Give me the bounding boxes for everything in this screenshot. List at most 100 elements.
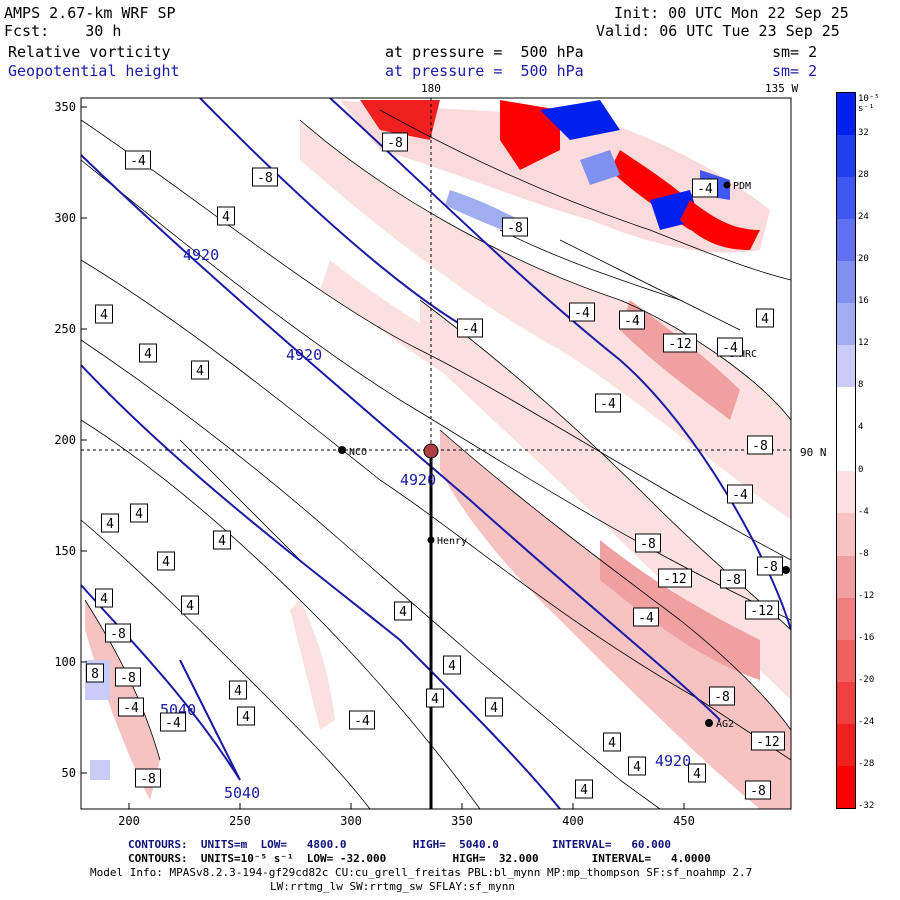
svg-text:-4: -4 <box>354 714 370 729</box>
svg-text:-4: -4 <box>732 488 748 503</box>
vorticity-label: -8 <box>105 623 131 643</box>
svg-text:-4: -4 <box>697 182 713 197</box>
svg-text:-4: -4 <box>638 611 654 626</box>
colorbar-label: 20 <box>858 254 869 265</box>
station-label: PDM <box>733 181 751 192</box>
init-time: Init: 00 UTC Mon 22 Sep 25 <box>614 4 849 22</box>
station-marker <box>423 443 439 459</box>
vorticity-label: 4 <box>139 343 157 363</box>
y-tick-label: 100 <box>54 655 76 669</box>
height-label: 4920 <box>286 346 322 364</box>
colorbar-segment <box>837 555 855 598</box>
colorbar-label: -28 <box>858 758 875 769</box>
svg-text:4: 4 <box>490 701 498 716</box>
vorticity-label: -8 <box>502 217 528 237</box>
field1-name: Relative vorticity <box>8 43 171 61</box>
colorbar-label: 28 <box>858 170 869 181</box>
svg-text:4: 4 <box>761 312 769 327</box>
vorticity-label: -4 <box>125 150 151 170</box>
colorbar-segment <box>837 345 855 388</box>
vorticity-label: 4 <box>756 308 774 328</box>
svg-text:4: 4 <box>399 605 407 620</box>
svg-text:4: 4 <box>222 210 230 225</box>
colorbar-segment <box>837 639 855 682</box>
svg-text:-8: -8 <box>640 537 656 552</box>
svg-text:-12: -12 <box>756 735 779 750</box>
vorticity-label: 4 <box>101 513 119 533</box>
svg-text:4: 4 <box>693 767 701 782</box>
colorbar-label: -32 <box>858 801 875 811</box>
colorbar-segment <box>837 513 855 556</box>
vorticity-label: -8 <box>757 556 783 576</box>
svg-text:-8: -8 <box>762 560 778 575</box>
colorbar-label: -24 <box>858 716 875 727</box>
vorticity-label: 4 <box>237 706 255 726</box>
x-tick-label: 400 <box>562 814 584 828</box>
svg-text:4: 4 <box>135 507 143 522</box>
colorbar-segment <box>837 177 855 220</box>
vorticity-label: 4 <box>575 779 593 799</box>
model-info: Model Info: MPASv8.2.3-194-gf29cd82c CU:… <box>90 866 753 879</box>
vorticity-labels: -4 -8 4 4 4 4 -8 -8 -4 -4 -4 4 -12 -4 -4 -8 -4 -8 -12 -8 -8 -… <box>86 132 785 800</box>
y-tick-label: 300 <box>54 211 76 225</box>
svg-text:4: 4 <box>106 517 114 532</box>
height-contour-info: CONTOURS: UNITS=m LOW= 4800.0 HIGH= 5040… <box>128 838 672 851</box>
field1-smoothing: sm= 2 <box>772 43 818 61</box>
x-tick-label: 350 <box>451 814 473 828</box>
field2-smoothing: sm= 2 <box>772 62 818 80</box>
svg-text:-12: -12 <box>750 604 773 619</box>
vorticity-label: 4 <box>394 601 412 621</box>
svg-text:4: 4 <box>100 592 108 607</box>
svg-text:-8: -8 <box>725 573 741 588</box>
vorticity-label: 4 <box>95 588 113 608</box>
field2-level: at pressure = 500 hPa <box>385 62 584 80</box>
colorbar-segment <box>837 765 855 808</box>
colorbar-segment <box>837 93 855 136</box>
svg-text:-4: -4 <box>624 314 640 329</box>
vorticity-label: -12 <box>751 731 785 751</box>
colorbar-label: -12 <box>858 590 875 601</box>
vorticity-label: -8 <box>382 132 408 152</box>
vorticity-label: -12 <box>745 600 779 620</box>
svg-text:4: 4 <box>431 692 439 707</box>
vorticity-shading <box>85 100 791 809</box>
vorticity-label: 4 <box>181 595 199 615</box>
svg-text:4: 4 <box>633 760 641 775</box>
station-label: AG2 <box>716 719 734 730</box>
colorbar-segment <box>837 723 855 766</box>
top-lon-label-135w: 135 W <box>765 82 799 95</box>
vorticity-label: -8 <box>745 780 771 800</box>
station-marker <box>723 181 731 189</box>
vorticity-label: -4 <box>692 178 718 198</box>
vorticity-label: 4 <box>157 551 175 571</box>
colorbar-label: -16 <box>858 632 875 643</box>
svg-text:-4: -4 <box>574 306 590 321</box>
svg-text:4: 4 <box>242 710 250 725</box>
x-tick-label: 250 <box>229 814 251 828</box>
height-label: 5040 <box>224 784 260 802</box>
vorticity-label: -8 <box>252 167 278 187</box>
colorbar-segment <box>837 471 855 514</box>
vorticity-label: -8 <box>720 569 746 589</box>
svg-text:-8: -8 <box>750 784 766 799</box>
height-label: 4920 <box>183 246 219 264</box>
vorticity-label: -4 <box>569 302 595 322</box>
svg-text:4: 4 <box>448 659 456 674</box>
svg-text:-8: -8 <box>507 221 523 236</box>
vorticity-label: -4 <box>118 697 144 717</box>
svg-text:4: 4 <box>608 736 616 751</box>
vorticity-label: -8 <box>635 533 661 553</box>
svg-text:4: 4 <box>580 783 588 798</box>
svg-text:-12: -12 <box>663 572 686 587</box>
colorbar-segment <box>837 219 855 262</box>
svg-text:4: 4 <box>162 555 170 570</box>
vorticity-label: -4 <box>160 712 186 732</box>
vorticity-label: 4 <box>191 360 209 380</box>
vorticity-label: 4 <box>443 655 461 675</box>
svg-text:4: 4 <box>186 599 194 614</box>
valid-time: Valid: 06 UTC Tue 23 Sep 25 <box>596 22 840 40</box>
station-label: HRC <box>739 349 757 360</box>
colorbar-label: 4 <box>858 422 864 433</box>
svg-text:4: 4 <box>144 347 152 362</box>
